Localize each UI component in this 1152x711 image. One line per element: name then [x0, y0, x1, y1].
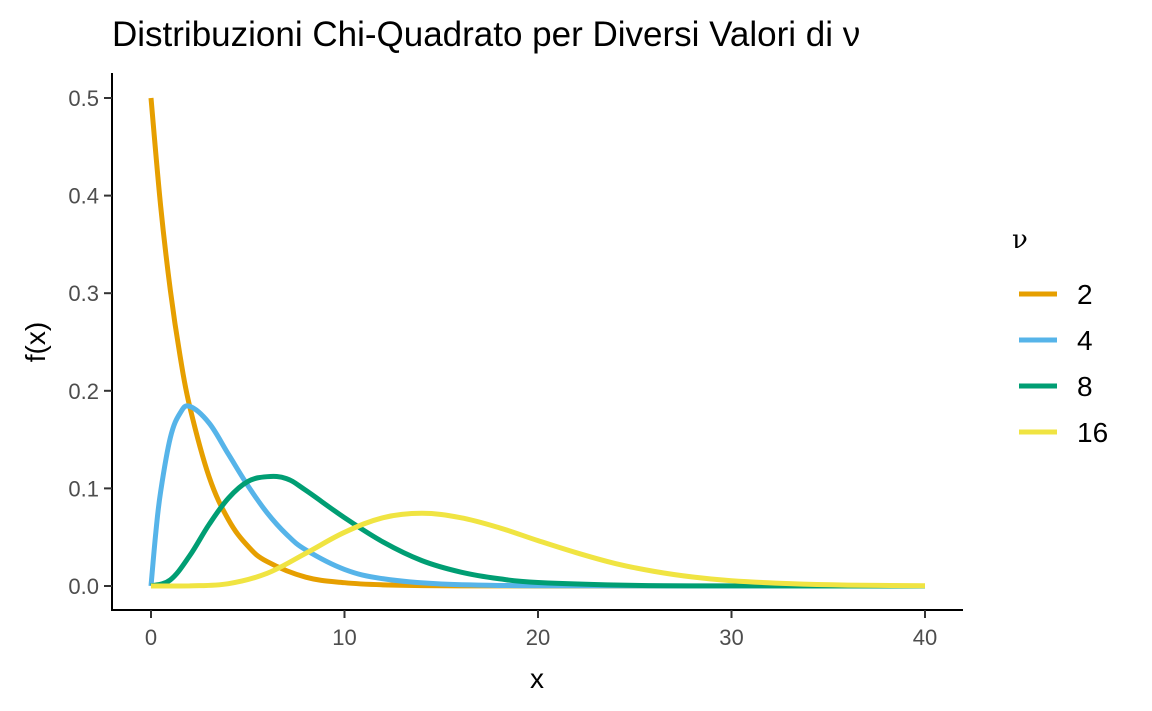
series-line-df-16 [150, 510, 926, 589]
x-tick-label: 0 [145, 625, 157, 650]
series-layer [148, 97, 926, 589]
legend-label-df-4: 4 [1077, 325, 1093, 356]
x-tick-label: 20 [526, 625, 550, 650]
x-ticks: 0 10 20 30 40 [145, 610, 937, 650]
chart-title: Distribuzioni Chi-Quadrato per Diversi V… [112, 15, 860, 54]
x-tick-label: 40 [913, 625, 937, 650]
legend-label-df-2: 2 [1077, 279, 1093, 310]
series-line-df-8 [150, 473, 926, 589]
x-axis-title: x [530, 663, 544, 694]
y-tick-label: 0.4 [68, 184, 99, 209]
y-tick-label: 0.1 [68, 476, 99, 501]
y-tick-label: 0.5 [68, 86, 99, 111]
series-line-df-4 [148, 403, 925, 589]
y-axis-title: f(x) [20, 322, 51, 362]
legend-items: 2 4 8 16 [1019, 279, 1108, 448]
y-tick-label: 0.3 [68, 281, 99, 306]
y-tick-label: 0.2 [68, 379, 99, 404]
legend-title: ν [1012, 225, 1028, 255]
legend-label-df-16: 16 [1077, 417, 1108, 448]
x-tick-label: 30 [719, 625, 743, 650]
legend-label-df-8: 8 [1077, 371, 1093, 402]
y-tick-label: 0.0 [68, 574, 99, 599]
plot-area: 0.0 0.1 0.2 0.3 0.4 0.5 0 10 20 30 40 [68, 73, 963, 650]
legend: ν 2 4 8 16 [1012, 225, 1108, 448]
x-tick-label: 10 [332, 625, 356, 650]
y-ticks: 0.0 0.1 0.2 0.3 0.4 0.5 [68, 86, 112, 599]
